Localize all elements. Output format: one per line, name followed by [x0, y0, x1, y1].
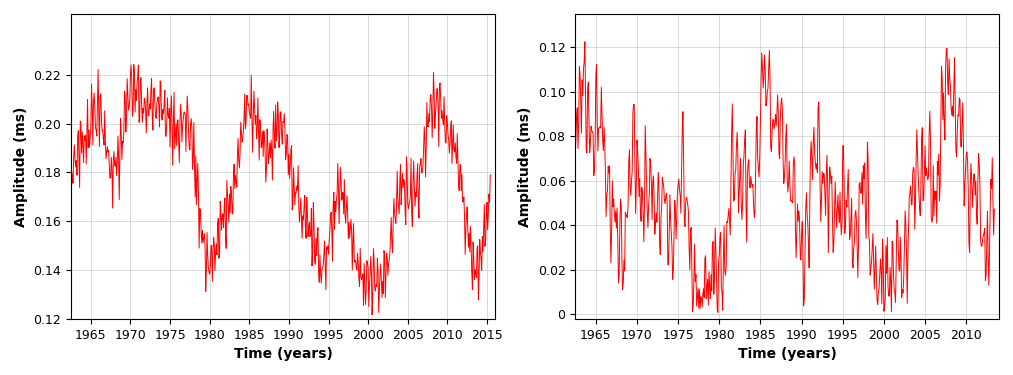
- X-axis label: Time (years): Time (years): [234, 347, 332, 361]
- Y-axis label: Amplitude (ms): Amplitude (ms): [518, 106, 532, 226]
- Y-axis label: Amplitude (ms): Amplitude (ms): [14, 106, 28, 226]
- X-axis label: Time (years): Time (years): [737, 347, 837, 361]
